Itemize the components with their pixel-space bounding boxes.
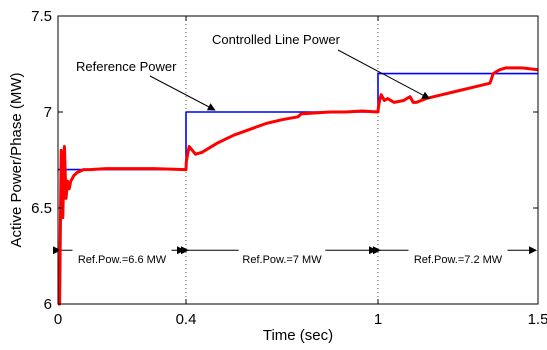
region-label-1: Ref.Pow.=7 MW <box>242 254 322 266</box>
y-tick-label-2: 7 <box>44 104 52 121</box>
annotation-arrow-1 <box>337 49 431 99</box>
plot-background <box>58 16 538 304</box>
x-tick-label-3: 1.5 <box>528 311 547 328</box>
x-axis-title: Time (sec) <box>263 327 333 344</box>
x-tick-label-2: 1 <box>374 311 382 328</box>
region-label-bg-0 <box>72 249 172 252</box>
annotations: Reference Power Controlled Line Power <box>76 32 431 111</box>
annotation-label-1: Controlled Line Power <box>212 32 341 47</box>
region-label-2: Ref.Pow.=7.2 MW <box>414 254 503 266</box>
x-tick-label-0: 0 <box>54 311 62 328</box>
annotation-label-0: Reference Power <box>76 59 177 74</box>
annotation-arrow-0 <box>149 75 216 111</box>
x-tick-label-1: 0.4 <box>176 311 197 328</box>
y-axis-title: Active Power/Phase (MW) <box>8 72 25 247</box>
region-label-0: Ref.Pow.=6.6 MW <box>78 254 167 266</box>
axis-ticks: 0 0.4 1 1.5 6 6.5 7 7.5 <box>31 8 547 328</box>
region-arrows: Ref.Pow.=6.6 MW Ref.Pow.=7 MW Ref.Pow.=7.2… <box>53 246 537 266</box>
y-tick-label-3: 7.5 <box>31 8 52 25</box>
plot-frame <box>57 15 539 305</box>
region-label-bg-1 <box>238 249 326 252</box>
y-tick-label-1: 6.5 <box>31 200 52 217</box>
y-tick-label-0: 6 <box>44 296 52 313</box>
region-label-bg-2 <box>408 249 508 252</box>
